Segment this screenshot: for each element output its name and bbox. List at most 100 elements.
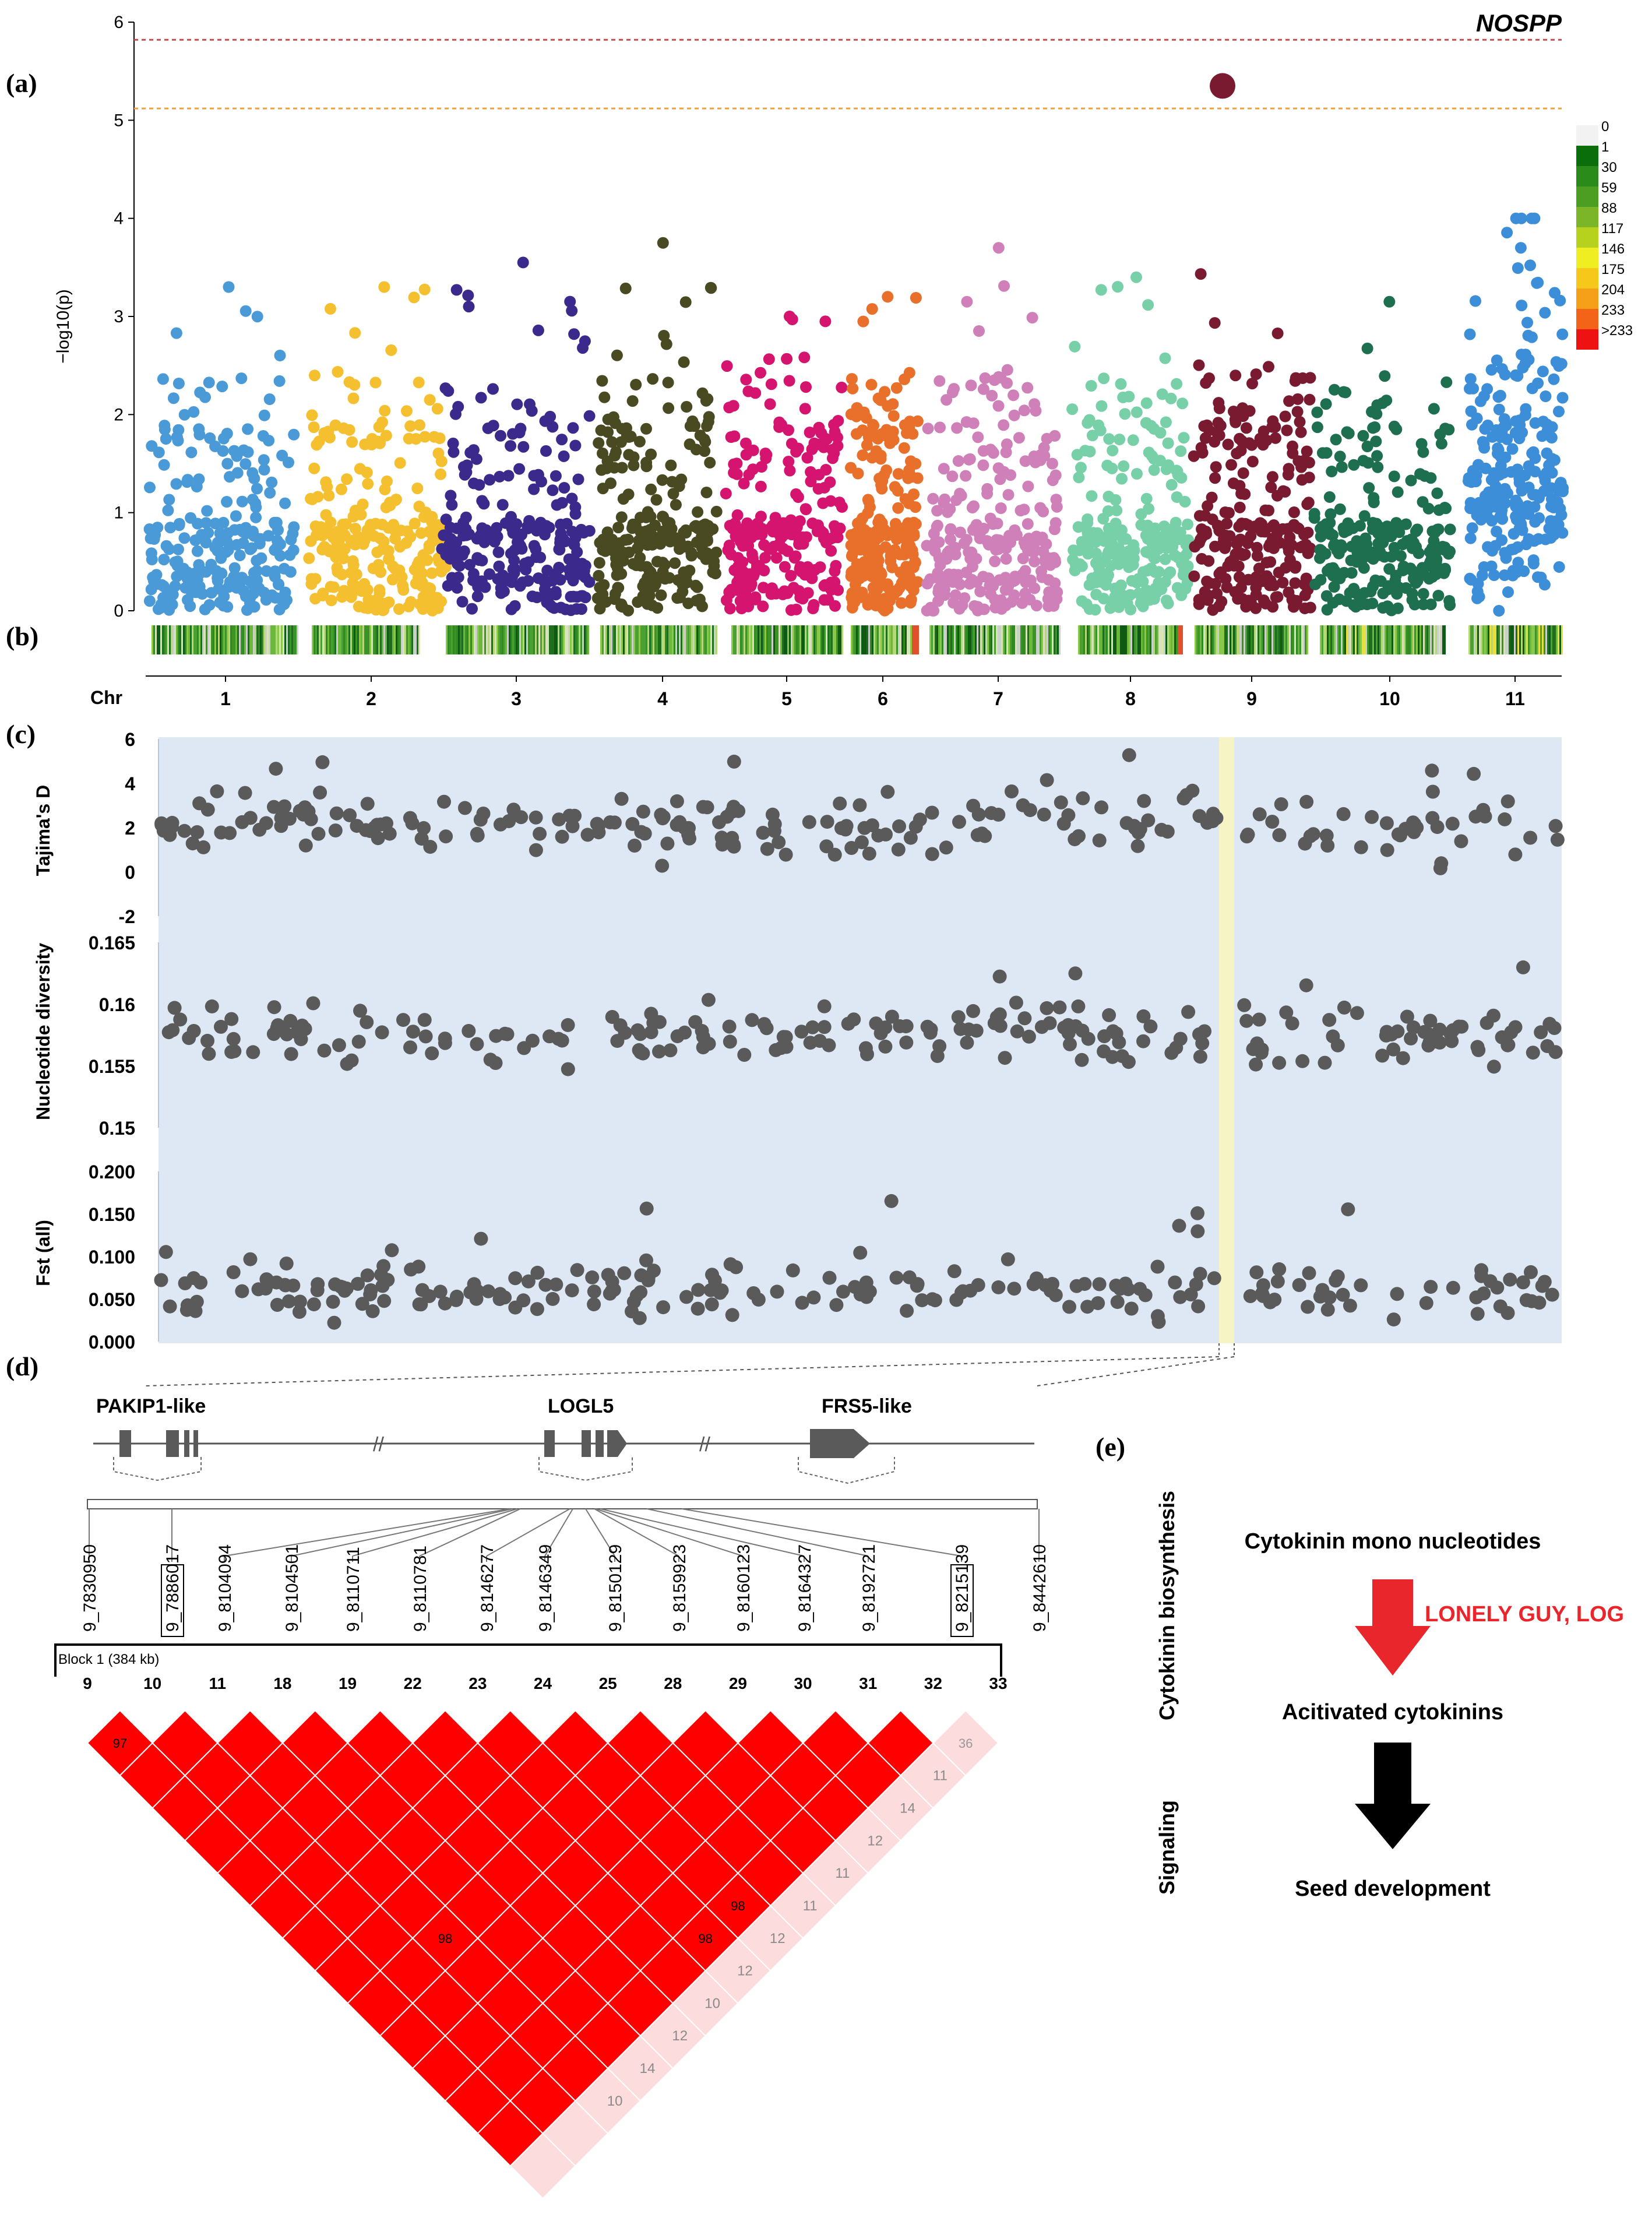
popgen-point xyxy=(156,823,171,838)
snp-point xyxy=(569,439,582,452)
snp-point xyxy=(1511,426,1523,438)
snp-point xyxy=(1304,393,1316,406)
popgen-point xyxy=(1390,1024,1405,1039)
popgen-point xyxy=(1237,998,1252,1012)
density-cell xyxy=(340,625,341,654)
snp-point xyxy=(1550,356,1562,368)
ld-cell-label: 98 xyxy=(438,1931,452,1946)
density-cell xyxy=(1544,625,1545,654)
popgen-point xyxy=(637,826,652,841)
density-cell xyxy=(531,625,533,654)
density-cell xyxy=(945,625,947,654)
snp-point xyxy=(323,545,336,558)
density-cell xyxy=(1388,625,1390,654)
popgen-point xyxy=(992,969,1007,984)
snp-point xyxy=(671,592,684,604)
snp-id-label: 9_8110781 xyxy=(411,1546,430,1632)
snp-point xyxy=(785,569,797,582)
snp-point xyxy=(1553,406,1565,418)
ld-cell-label: 98 xyxy=(698,1931,712,1946)
density-cell xyxy=(954,625,956,654)
popgen-point xyxy=(498,1026,512,1041)
snp-point xyxy=(850,410,862,423)
density-cell xyxy=(1041,625,1043,654)
density-cell xyxy=(277,625,279,654)
snp-point xyxy=(491,530,503,543)
snp-point xyxy=(332,366,344,378)
snp-point xyxy=(199,391,211,403)
popgen-point xyxy=(457,801,472,815)
snp-point xyxy=(288,428,300,441)
popgen-point xyxy=(1336,807,1351,821)
ld-marker-label: 19 xyxy=(339,1674,357,1692)
snp-point xyxy=(984,443,996,456)
density-cell xyxy=(604,625,605,654)
snp-point xyxy=(189,534,202,546)
density-cell xyxy=(1379,625,1381,654)
density-cell xyxy=(334,625,336,654)
snp-point xyxy=(1250,368,1262,381)
density-cell xyxy=(1129,625,1130,654)
snp-point xyxy=(678,566,690,578)
density-cell xyxy=(787,625,789,654)
snp-point xyxy=(231,450,243,462)
density-cell xyxy=(558,625,559,654)
popgen-tick-label: 0.100 xyxy=(89,1247,135,1268)
snp-id-label: 9_8442610 xyxy=(1030,1544,1049,1632)
popgen-point xyxy=(529,843,543,857)
snp-point xyxy=(473,554,485,566)
density-cell xyxy=(653,625,654,654)
popgen-point xyxy=(403,1040,417,1055)
snp-point xyxy=(1513,477,1526,489)
density-cell xyxy=(460,625,462,654)
snp-point xyxy=(967,417,980,430)
snp-point xyxy=(469,573,481,585)
density-cell xyxy=(218,625,220,654)
snp-point xyxy=(1069,340,1081,353)
snp-point xyxy=(811,525,823,537)
density-cell xyxy=(1090,625,1092,654)
density-cell xyxy=(1244,625,1245,654)
popgen-point xyxy=(1075,1023,1090,1038)
density-cell xyxy=(628,625,630,654)
snp-point xyxy=(567,422,579,434)
density-cell xyxy=(528,625,530,654)
density-cell xyxy=(1008,625,1010,654)
density-cell xyxy=(854,625,856,654)
snp-point xyxy=(971,576,983,588)
snp-point xyxy=(1478,442,1491,454)
snp-point xyxy=(320,476,332,488)
snp-point xyxy=(691,536,703,548)
popgen-point xyxy=(351,1034,366,1049)
density-cell xyxy=(1261,625,1263,654)
ld-marker-label: 22 xyxy=(404,1674,422,1692)
snp-point xyxy=(408,291,420,304)
snp-point xyxy=(1149,552,1161,564)
density-cell xyxy=(474,625,475,654)
density-cell xyxy=(964,625,966,654)
snp-point xyxy=(1491,526,1503,537)
snp-point xyxy=(1426,552,1438,564)
popgen-point xyxy=(258,1282,273,1296)
density-cell xyxy=(1010,625,1012,654)
snp-point xyxy=(1529,417,1541,429)
popgen-point xyxy=(1365,809,1379,824)
density-cell xyxy=(152,625,153,654)
chromosome-tick-label: 9 xyxy=(1246,688,1257,709)
popgen-point xyxy=(196,840,211,854)
snp-point xyxy=(663,402,675,414)
snp-point xyxy=(1181,548,1193,560)
density-cell xyxy=(1089,625,1090,654)
snp-point xyxy=(615,511,628,523)
popgen-point xyxy=(1423,1013,1438,1028)
popgen-point xyxy=(545,1291,560,1306)
snp-point xyxy=(949,541,961,554)
density-cell xyxy=(607,625,609,654)
snp-id-label: 9_8110711 xyxy=(344,1547,363,1632)
density-cell xyxy=(1148,625,1150,654)
popgen-point xyxy=(1524,1265,1538,1279)
density-cell xyxy=(185,625,186,654)
popgen-point xyxy=(932,1039,947,1054)
lead-snp-point xyxy=(1210,73,1235,99)
